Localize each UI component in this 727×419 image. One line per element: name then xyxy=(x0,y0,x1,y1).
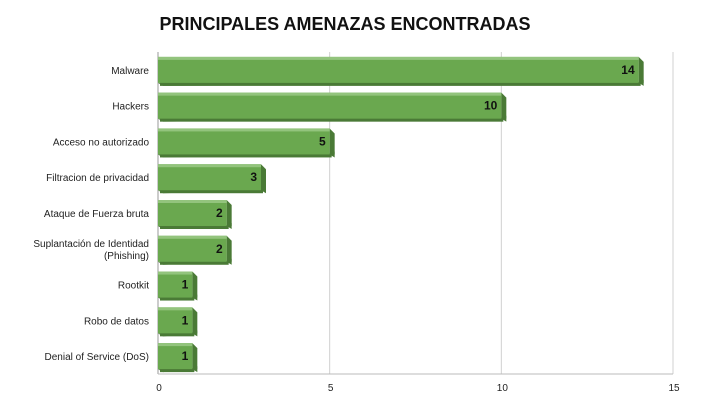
category-label: Hackers xyxy=(112,102,149,113)
x-tick-label: 0 xyxy=(156,383,162,394)
bar xyxy=(158,271,198,301)
category-label: Filtracion de privacidad xyxy=(46,173,149,184)
category-label: Acceso no autorizado xyxy=(53,137,150,148)
bar xyxy=(158,128,335,158)
data-label: 3 xyxy=(250,170,257,184)
bar xyxy=(158,56,644,86)
category-label: Robo de datos xyxy=(84,316,149,327)
bar xyxy=(158,200,232,229)
data-label: 2 xyxy=(216,206,223,220)
data-label: 14 xyxy=(621,63,635,77)
bar xyxy=(158,235,232,265)
category-label: Rootkit xyxy=(118,281,149,292)
bars: 14 10 5 3 2 2 1 1 1 xyxy=(158,56,644,373)
data-label: 1 xyxy=(182,278,189,292)
x-tick-label: 5 xyxy=(328,383,334,394)
category-labels: Malware Hackers Acceso no autorizado Filtra… xyxy=(33,66,149,363)
data-label: 5 xyxy=(319,134,326,148)
x-tick-label: 10 xyxy=(497,383,509,394)
data-label: 2 xyxy=(216,242,223,256)
category-label: Ataque de Fuerza bruta xyxy=(44,209,150,220)
bar xyxy=(158,343,198,373)
data-label: 1 xyxy=(182,349,189,363)
category-label: Malware xyxy=(111,66,149,77)
bar xyxy=(158,307,198,337)
data-label: 10 xyxy=(484,99,498,113)
chart-title: PRINCIPALES AMENAZAS ENCONTRADAS xyxy=(159,14,531,34)
x-tick-labels: 0 5 10 15 xyxy=(156,383,680,394)
x-tick-label: 15 xyxy=(668,383,680,394)
bar xyxy=(158,164,266,194)
category-label: Suplantación de Identidad (Phishing) xyxy=(33,239,149,262)
category-label: Denial of Service (DoS) xyxy=(45,352,149,363)
bar xyxy=(158,92,507,122)
data-label: 1 xyxy=(182,313,189,327)
